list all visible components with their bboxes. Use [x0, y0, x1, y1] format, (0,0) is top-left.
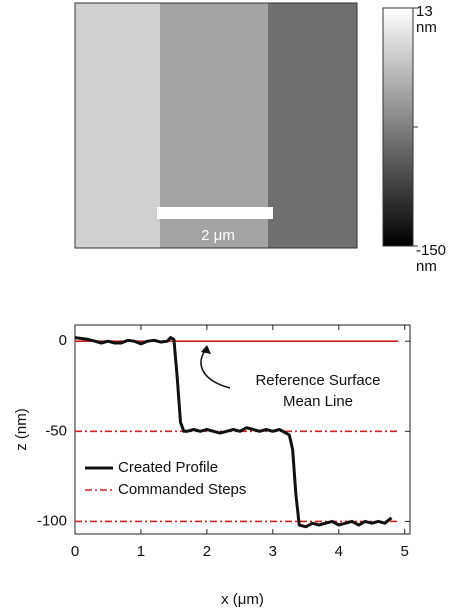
colorbar-unit: nm — [416, 19, 437, 36]
annotation-arrow — [201, 348, 230, 388]
legend-label: Created Profile — [118, 459, 218, 476]
image-band — [268, 3, 357, 248]
annotation-arrowhead — [201, 345, 211, 354]
afm-image: 2 μm — [75, 3, 357, 248]
colorbar-tick-label: 13 — [416, 3, 433, 20]
y-tick-label: -100 — [37, 512, 67, 529]
scale-bar-label: 2 μm — [201, 227, 235, 244]
x-tick-label: 0 — [71, 543, 79, 560]
legend-label: Commanded Steps — [118, 481, 246, 498]
x-tick-label: 2 — [203, 543, 211, 560]
x-tick-label: 5 — [401, 543, 409, 560]
x-tick-label: 4 — [335, 543, 343, 560]
x-tick-label: 1 — [137, 543, 145, 560]
scale-bar — [157, 207, 273, 219]
colorbar-unit: nm — [416, 258, 437, 275]
annotation: Mean Line — [283, 393, 353, 410]
x-axis-label: x (μm) — [221, 591, 264, 608]
x-tick-label: 3 — [269, 543, 277, 560]
annotation: Reference Surface — [255, 372, 380, 389]
figure: 2 μm 13nm-150nm0123450-50-100x (μm)z (nm… — [0, 0, 458, 613]
series-line — [75, 338, 392, 527]
colorbar — [383, 8, 413, 246]
y-tick-label: -50 — [45, 422, 67, 439]
colorbar-tick-label: -150 — [416, 242, 446, 259]
image-band — [75, 3, 160, 248]
y-axis-label: z (nm) — [13, 408, 30, 451]
series-line — [75, 431, 398, 521]
y-tick-label: 0 — [59, 332, 67, 349]
